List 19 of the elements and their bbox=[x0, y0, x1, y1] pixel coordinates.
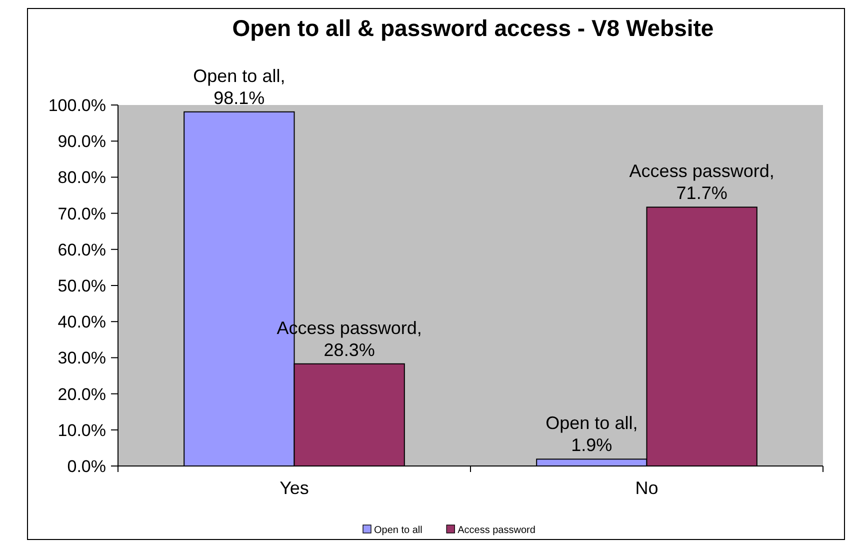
y-tick-label: 30.0% bbox=[58, 348, 106, 368]
data-label: Access password, 71.7% bbox=[629, 161, 774, 204]
y-tick-label: 0.0% bbox=[67, 457, 106, 476]
data-label: Open to all, 1.9% bbox=[546, 413, 638, 456]
x-tick-label: Yes bbox=[280, 478, 309, 498]
legend-label: Open to all bbox=[374, 525, 422, 536]
y-tick-label: 90.0% bbox=[58, 132, 106, 152]
y-tick-label: 10.0% bbox=[58, 420, 106, 440]
y-tick-label: 50.0% bbox=[58, 276, 106, 296]
legend-label: Access password bbox=[458, 525, 536, 536]
y-tick-label: 60.0% bbox=[58, 240, 106, 260]
y-tick-label: 20.0% bbox=[58, 384, 106, 404]
y-tick-label: 70.0% bbox=[58, 204, 106, 224]
x-tick-label: No bbox=[635, 478, 658, 498]
y-tick-label: 80.0% bbox=[58, 168, 106, 188]
y-tick-label: 100.0% bbox=[48, 96, 106, 115]
y-tick-label: 40.0% bbox=[58, 312, 106, 332]
data-label: Open to all, 98.1% bbox=[193, 66, 286, 108]
chart-title: Open to all & password access - V8 Website bbox=[232, 15, 714, 41]
